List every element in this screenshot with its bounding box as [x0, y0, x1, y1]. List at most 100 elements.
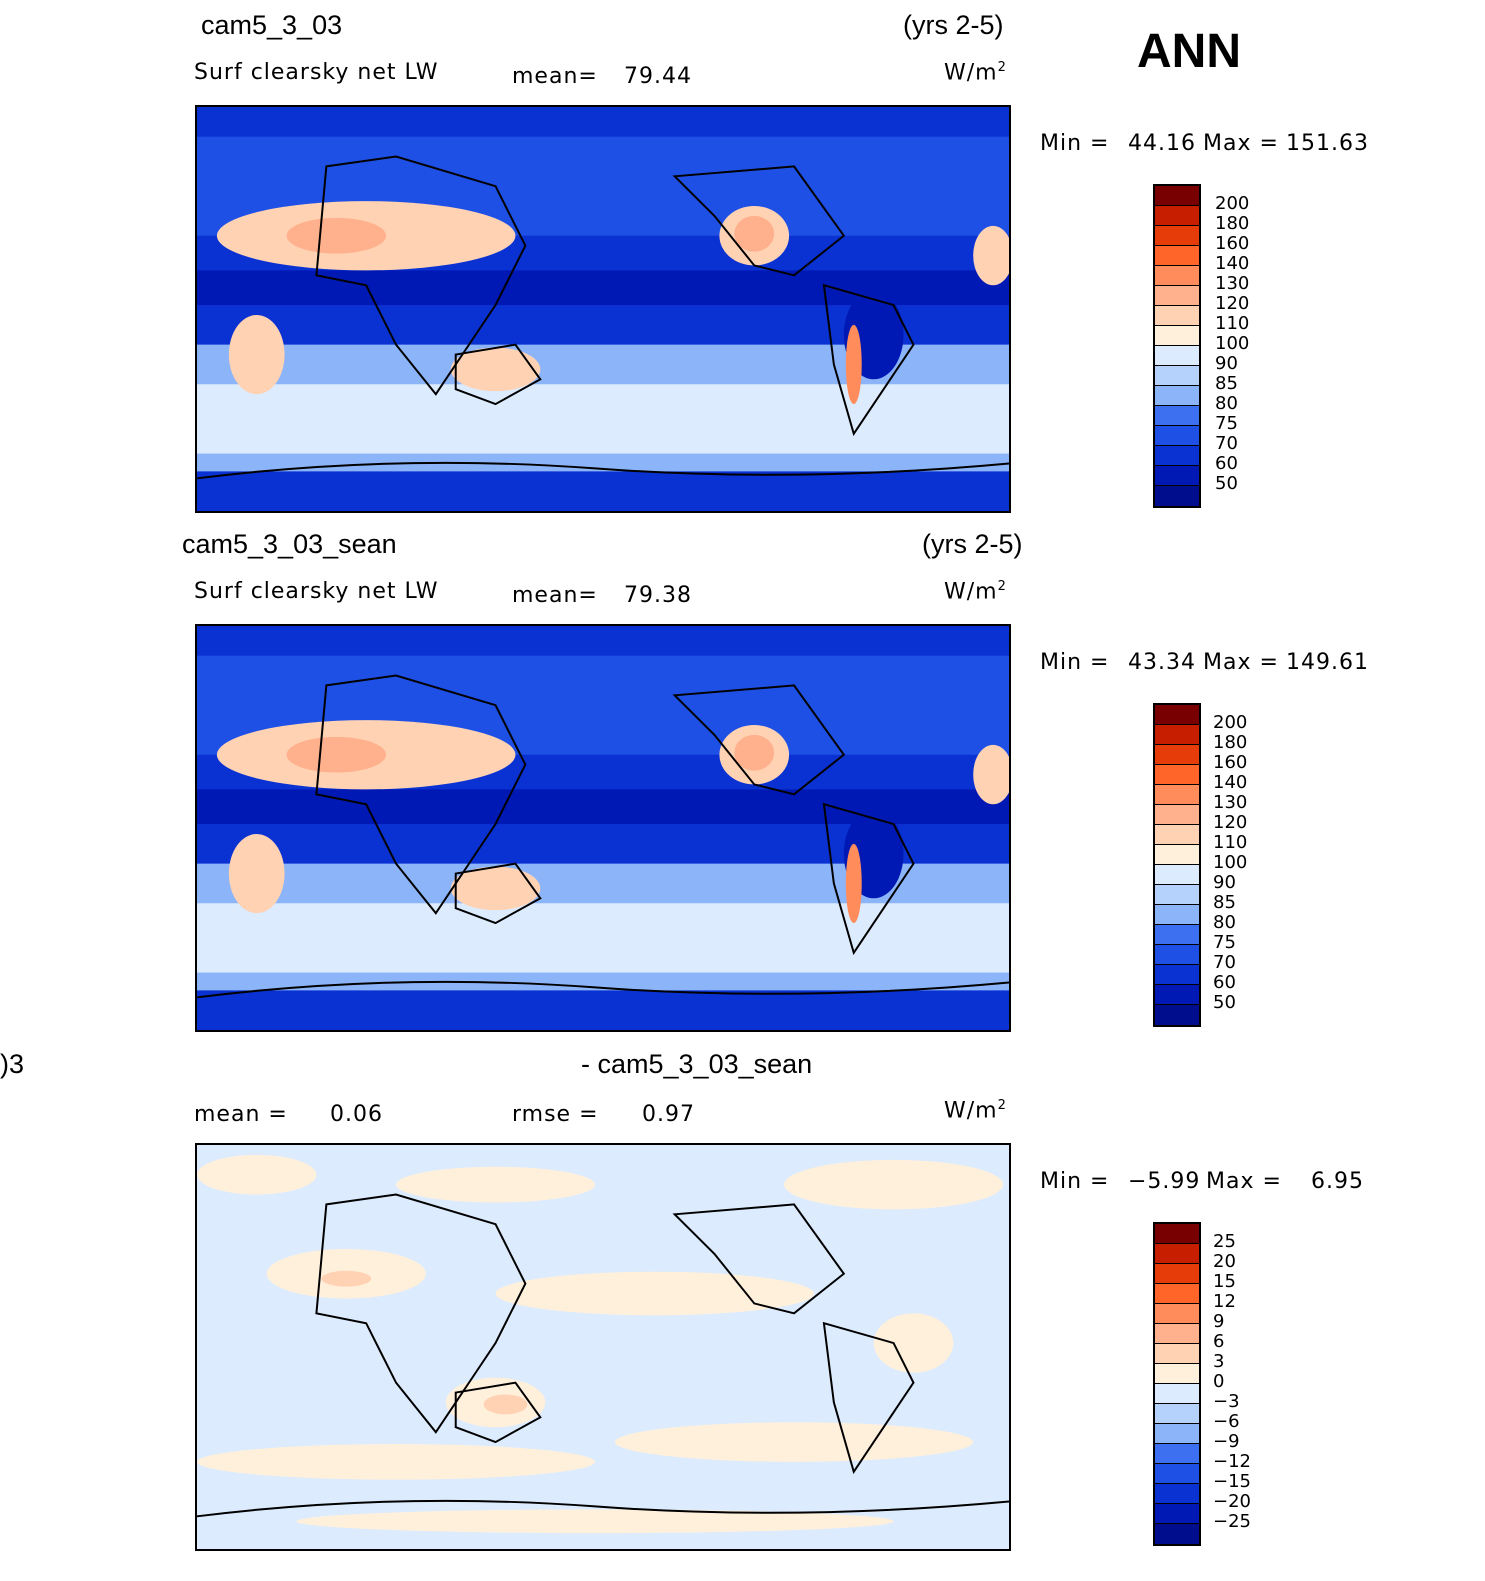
- colorbar-label: 85: [1213, 892, 1236, 913]
- panel3-mean-label: mean =: [194, 1102, 288, 1127]
- colorbar-label: 200: [1213, 712, 1248, 733]
- panel1-min-label: Min =: [1040, 131, 1110, 156]
- colorbar-label: 75: [1213, 932, 1236, 953]
- colorbar-segment: [1155, 266, 1199, 286]
- colorbar-segment: [1155, 805, 1199, 825]
- colorbar-segment: [1155, 226, 1199, 246]
- colorbar-segment: [1155, 286, 1199, 306]
- panel2-variable: Surf clearsky net LW: [194, 579, 439, 604]
- panel3-units: W/m2: [944, 1098, 1007, 1124]
- panel3-map: [195, 1143, 1011, 1551]
- colorbar-label: 160: [1213, 752, 1248, 773]
- colorbar-label: 6: [1213, 1331, 1225, 1352]
- panel1-units: W/m2: [944, 60, 1007, 86]
- colorbar-segment: [1155, 186, 1199, 206]
- panel2-min-label: Min =: [1040, 650, 1110, 675]
- colorbar-segment: [1155, 945, 1199, 965]
- colorbar-segment: [1155, 1504, 1199, 1524]
- colorbar-label: −20: [1213, 1491, 1251, 1512]
- colorbar-segment: [1155, 865, 1199, 885]
- colorbar-segment: [1155, 785, 1199, 805]
- colorbar-segment: [1155, 1384, 1199, 1404]
- colorbar-label: 60: [1213, 972, 1236, 993]
- panel1-variable: Surf clearsky net LW: [194, 60, 439, 85]
- panel1-case-name: cam5_3_03: [201, 10, 343, 40]
- colorbar-segment: [1155, 1444, 1199, 1464]
- colorbar-label: 80: [1213, 912, 1236, 933]
- colorbar-segment: [1155, 1344, 1199, 1364]
- colorbar-label: 180: [1215, 213, 1250, 234]
- colorbar-label: 50: [1213, 992, 1236, 1013]
- colorbar-label: 120: [1213, 812, 1248, 833]
- colorbar-label: 140: [1215, 253, 1250, 274]
- colorbar-label: 20: [1213, 1251, 1236, 1272]
- colorbar-segment: [1155, 406, 1199, 426]
- colorbar-segment: [1155, 845, 1199, 865]
- panel3-min-value: −5.99: [1128, 1169, 1201, 1194]
- panel2-colorbar: [1153, 703, 1201, 1027]
- colorbar-segment: [1155, 1484, 1199, 1504]
- colorbar-label: 75: [1215, 413, 1238, 434]
- colorbar-label: 25: [1213, 1231, 1236, 1252]
- panel1-min-value: 44.16: [1128, 131, 1196, 156]
- season-label: ANN: [1137, 25, 1241, 78]
- colorbar-segment: [1155, 965, 1199, 985]
- colorbar-segment: [1155, 246, 1199, 266]
- colorbar-segment: [1155, 1424, 1199, 1444]
- colorbar-label: 130: [1213, 792, 1248, 813]
- colorbar-label: 12: [1213, 1291, 1236, 1312]
- panel1-colorbar-labels: 200 180 160 140 130 120 110 100 90 85 80…: [1215, 194, 1249, 494]
- colorbar-segment: [1155, 1224, 1199, 1244]
- panel1-map: [195, 105, 1011, 513]
- colorbar-label: 85: [1215, 373, 1238, 394]
- colorbar-segment: [1155, 925, 1199, 945]
- colorbar-label: 180: [1213, 732, 1248, 753]
- colorbar-segment: [1155, 466, 1199, 486]
- colorbar-segment: [1155, 1244, 1199, 1264]
- panel1-colorbar: [1153, 184, 1201, 508]
- panel3-map-svg: [197, 1145, 1009, 1549]
- panel2-map-svg: [197, 626, 1009, 1030]
- panel2-min-value: 43.34: [1128, 650, 1196, 675]
- panel1-max-label: Max =: [1203, 131, 1279, 156]
- panel1-mean-label: mean=: [512, 64, 598, 89]
- colorbar-label: −25: [1213, 1511, 1251, 1532]
- colorbar-segment: [1155, 1304, 1199, 1324]
- colorbar-segment: [1155, 1264, 1199, 1284]
- colorbar-label: 130: [1215, 273, 1250, 294]
- colorbar-segment: [1155, 1524, 1199, 1544]
- colorbar-segment: [1155, 446, 1199, 466]
- panel3-max-label: Max =: [1206, 1169, 1282, 1194]
- panel3-colorbar-labels: 25 20 15 12 9 6 3 0 −3 −6 −9 −12 −15 −20…: [1213, 1232, 1251, 1532]
- colorbar-segment: [1155, 1404, 1199, 1424]
- colorbar-segment: [1155, 326, 1199, 346]
- colorbar-segment: [1155, 1364, 1199, 1384]
- colorbar-segment: [1155, 346, 1199, 366]
- colorbar-label: −9: [1213, 1431, 1240, 1452]
- colorbar-label: 3: [1213, 1351, 1225, 1372]
- colorbar-segment: [1155, 985, 1199, 1005]
- colorbar-segment: [1155, 1464, 1199, 1484]
- colorbar-label: 110: [1215, 313, 1250, 334]
- colorbar-segment: [1155, 765, 1199, 785]
- colorbar-segment: [1155, 1005, 1199, 1025]
- colorbar-label: 80: [1215, 393, 1238, 414]
- panel3-rmse-label: rmse =: [512, 1102, 599, 1127]
- colorbar-label: −12: [1213, 1451, 1251, 1472]
- panel1-max-value: 151.63: [1286, 131, 1369, 156]
- colorbar-segment: [1155, 366, 1199, 386]
- colorbar-label: 90: [1213, 872, 1236, 893]
- panel1-map-svg: [197, 107, 1009, 511]
- colorbar-label: 120: [1215, 293, 1250, 314]
- panel3-mean-value: 0.06: [330, 1102, 383, 1127]
- panel1-years: (yrs 2-5): [903, 10, 1004, 40]
- panel3-rmse-value: 0.97: [642, 1102, 695, 1127]
- colorbar-label: 100: [1215, 333, 1250, 354]
- colorbar-label: 90: [1215, 353, 1238, 374]
- panel2-max-value: 149.61: [1286, 650, 1369, 675]
- colorbar-segment: [1155, 206, 1199, 226]
- colorbar-label: 9: [1213, 1311, 1225, 1332]
- colorbar-label: 100: [1213, 852, 1248, 873]
- colorbar-label: 50: [1215, 473, 1238, 494]
- panel2-map: [195, 624, 1011, 1032]
